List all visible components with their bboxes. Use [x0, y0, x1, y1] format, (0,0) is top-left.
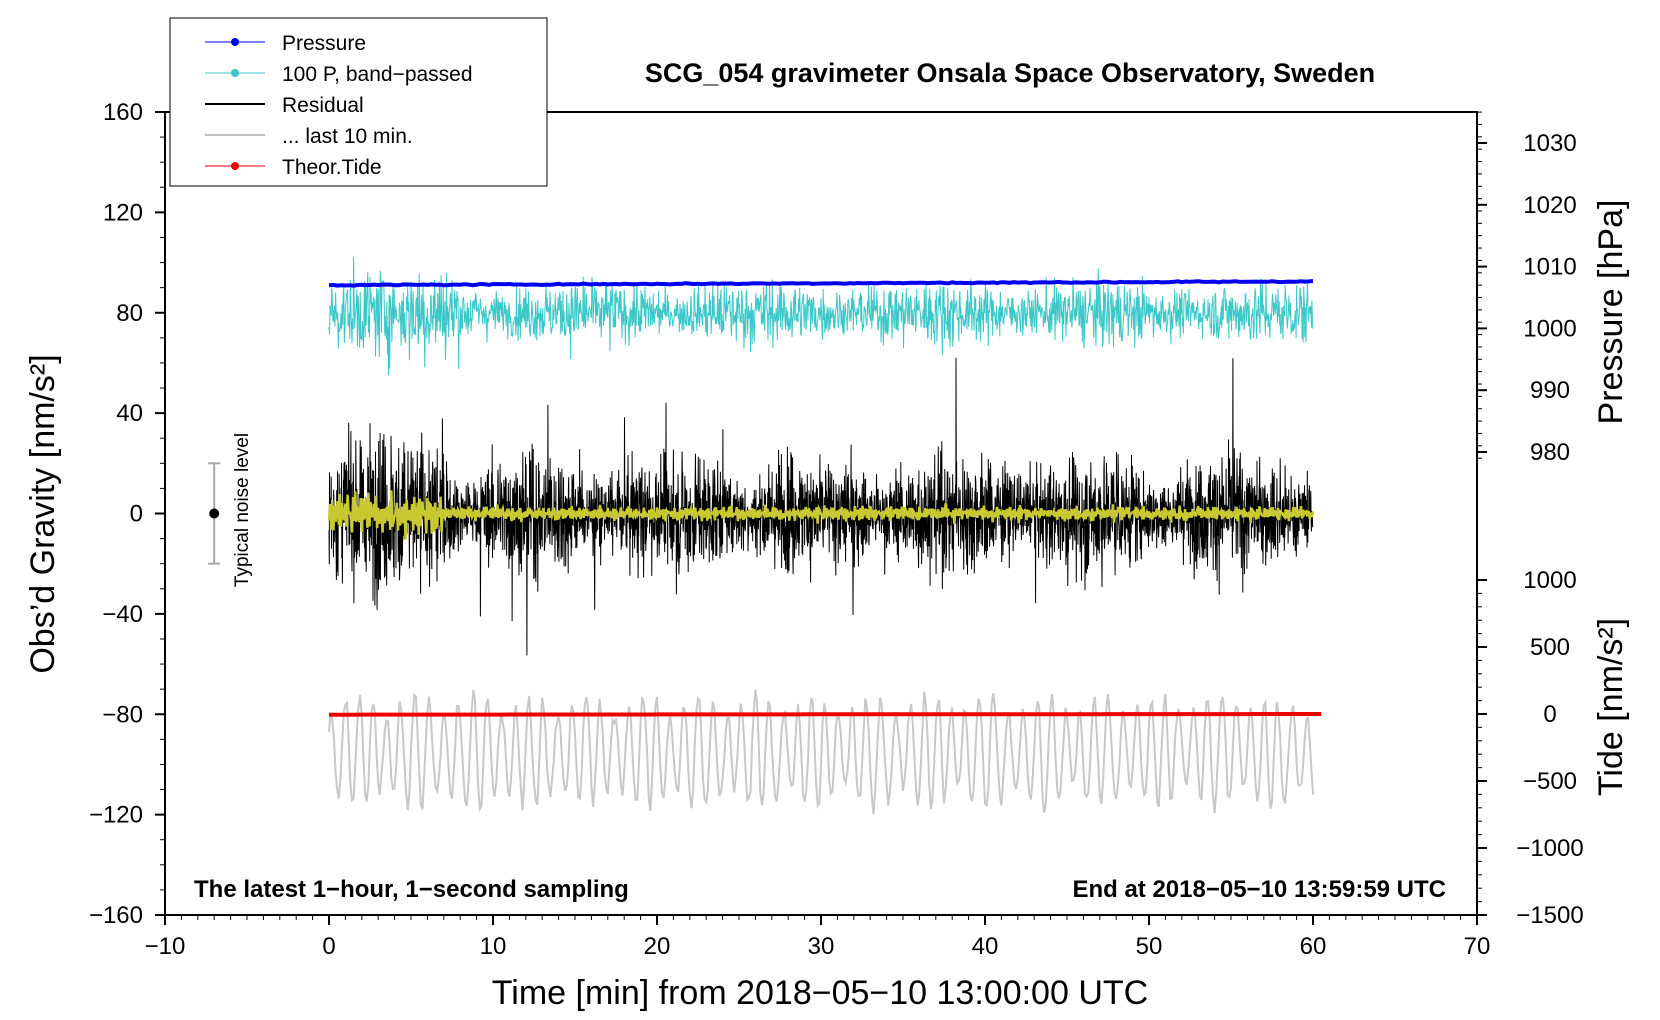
tide-tick-label: 1000: [1523, 567, 1576, 594]
x-tick-label: 40: [972, 933, 999, 960]
series-smoothed-residual: [327, 490, 1315, 540]
noise-bar-label: Typical noise level: [232, 433, 253, 587]
legend-label: Theor.Tide: [282, 156, 382, 179]
x-tick-label: −10: [145, 933, 186, 960]
tide-tick-label: −1500: [1516, 902, 1583, 929]
noise-bar: Typical noise level: [208, 433, 253, 587]
legend-swatch-marker: [231, 38, 239, 46]
annotation-sampling: The latest 1−hour, 1−second sampling: [194, 876, 629, 903]
pressure-tick-label: 1020: [1523, 192, 1576, 219]
x-tick-label: 60: [1300, 933, 1327, 960]
noise-bar-center: [209, 508, 220, 519]
legend-label: ... last 10 min.: [282, 125, 413, 148]
axis-ticks: −10 0 10 20 30 40 50 60 7016012080400−40−80−120−…: [89, 99, 1584, 960]
pressure-tick-label: 1000: [1523, 315, 1576, 342]
annotation-end-time: End at 2018−05−10 13:59:59 UTC: [1072, 876, 1446, 903]
legend-label: 100 P, band−passed: [282, 63, 473, 86]
series-residual: [328, 357, 1314, 656]
legend: Pressure 100 P, band−passed Residual ... la…: [169, 17, 548, 187]
x-tick-label: 30: [808, 933, 835, 960]
legend-swatch-marker: [231, 162, 239, 170]
y-left-tick-label: 0: [130, 501, 143, 528]
series-band-passed-pressure: [328, 257, 1314, 376]
legend-box: [169, 17, 548, 187]
chart-title: SCG_054 gravimeter Onsala Space Observat…: [645, 58, 1375, 88]
tide-tick-label: 500: [1530, 634, 1570, 661]
y-left-tick-label: −160: [89, 902, 143, 929]
x-tick-label: 20: [644, 933, 671, 960]
series-theoretical-tide: [329, 712, 1322, 717]
legend-swatch-marker: [231, 69, 239, 77]
series-last-10-min: [328, 689, 1314, 815]
pressure-tick-label: 1010: [1523, 254, 1576, 281]
tide-tick-label: 0: [1543, 701, 1556, 728]
tide-tick-label: −500: [1523, 768, 1577, 795]
tide-tick-label: −1000: [1516, 835, 1583, 862]
x-axis-title: Time [min] from 2018−05−10 13:00:00 UTC: [492, 974, 1148, 1012]
x-tick-label: 10: [480, 933, 507, 960]
pressure-tick-label: 1030: [1523, 130, 1576, 157]
y-axis-pressure-title: Pressure [hPa]: [1592, 200, 1630, 425]
y-left-tick-label: 80: [116, 300, 143, 327]
series-pressure: [328, 279, 1314, 288]
y-left-tick-label: 160: [103, 99, 143, 126]
x-tick-label: 0: [322, 933, 335, 960]
y-left-tick-label: −120: [89, 802, 143, 829]
y-left-tick-label: 120: [103, 199, 143, 226]
y-left-tick-label: 40: [116, 400, 143, 427]
y-left-tick-label: −80: [102, 701, 143, 728]
y-left-tick-label: −40: [102, 601, 143, 628]
pressure-tick-label: 980: [1530, 439, 1570, 466]
pressure-tick-label: 990: [1530, 377, 1570, 404]
data-series: [327, 257, 1322, 815]
y-axis-left-title: Obs’d Gravity [nm/s²]: [24, 354, 62, 673]
legend-items: Pressure 100 P, band−passed Residual ... la…: [205, 32, 473, 179]
x-tick-label: 50: [1136, 933, 1163, 960]
x-tick-label: 70: [1464, 933, 1491, 960]
legend-label: Pressure: [282, 32, 366, 55]
legend-label: Residual: [282, 94, 364, 117]
y-axis-tide-title: Tide [nm/s²]: [1592, 618, 1630, 796]
